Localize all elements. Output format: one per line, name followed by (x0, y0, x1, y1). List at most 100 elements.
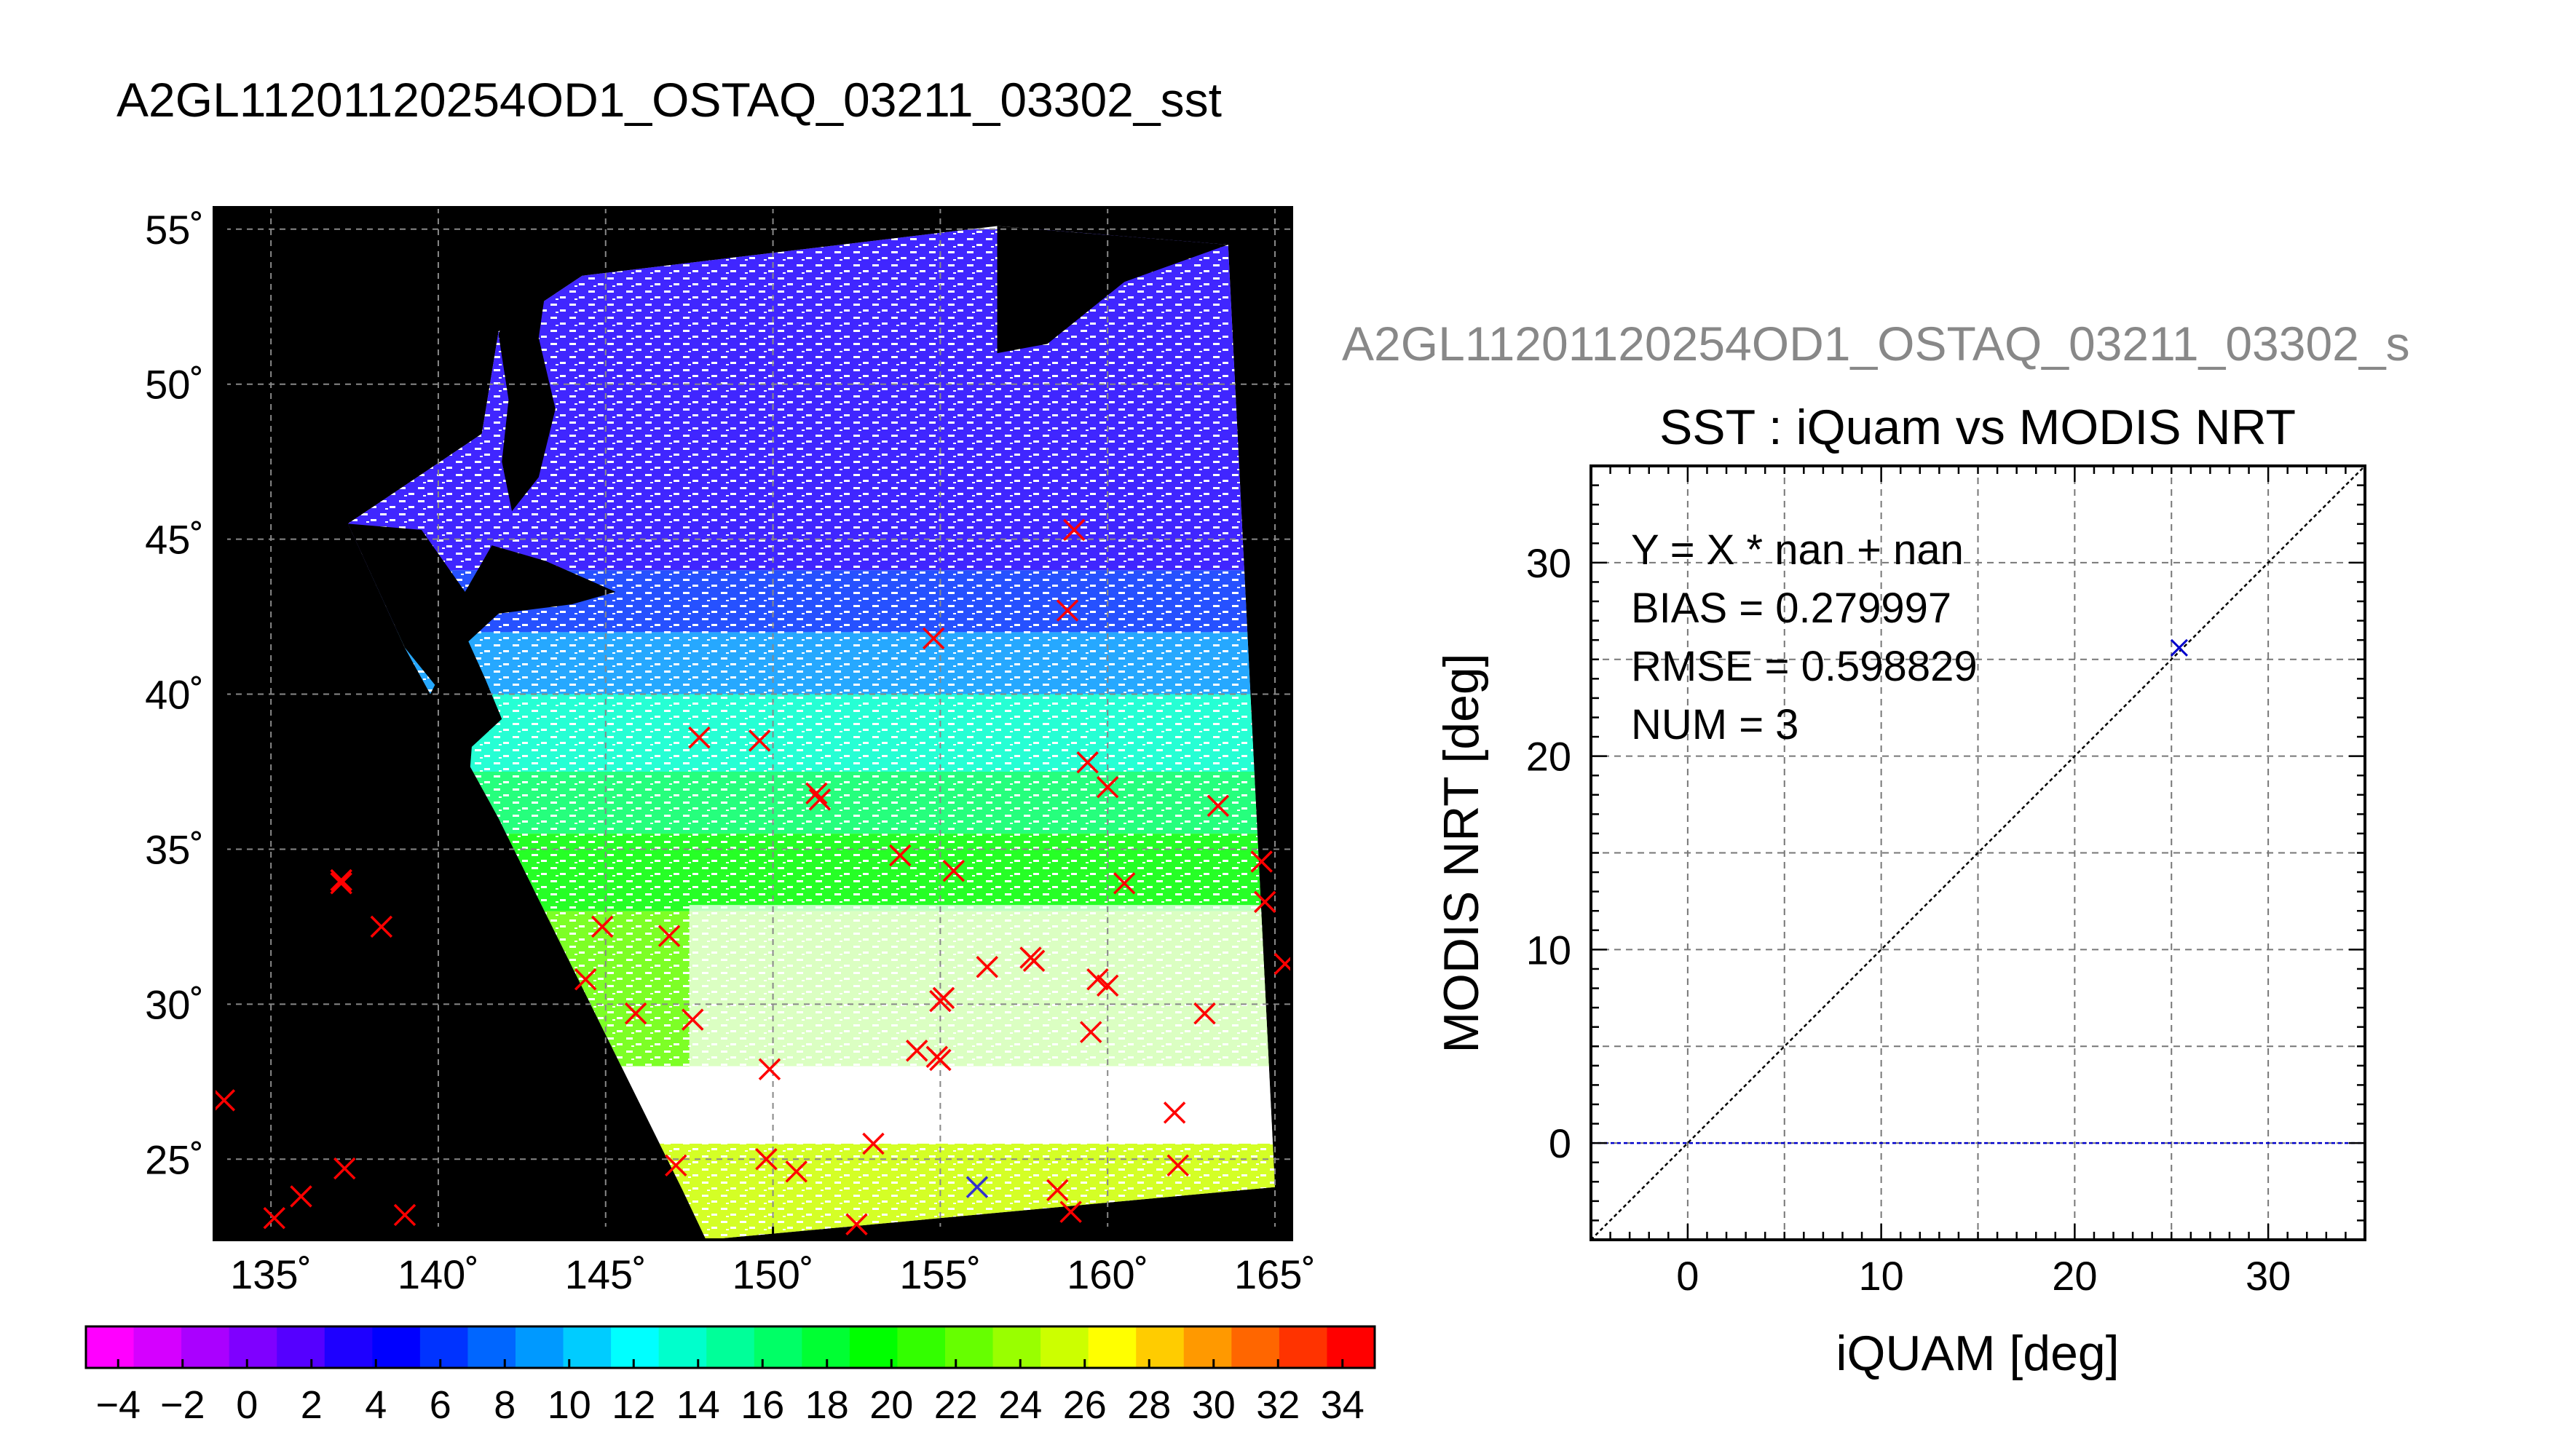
cloud-texture (347, 632, 1275, 695)
scatter-file-title: A2GL11201120254OD1_OSTAQ_03211_03302_s (1342, 317, 2410, 371)
colorbar-tick-label: 4 (365, 1383, 387, 1427)
colorbar-tick-label: 16 (741, 1383, 784, 1427)
colorbar-tick-label: 0 (236, 1383, 258, 1427)
colorbar-tick-label: 26 (1063, 1383, 1107, 1427)
colorbar-tick-label: 34 (1321, 1383, 1365, 1427)
colorbar-segment (611, 1326, 660, 1368)
scatter-annotation: NUM = 3 (1631, 701, 1798, 748)
colorbar-tick-label: 32 (1256, 1383, 1300, 1427)
iquam-point (1193, 1002, 1216, 1025)
cloud-texture (347, 694, 1275, 772)
map-lat-tick-label: 45˚ (145, 517, 204, 563)
cloud-cover (689, 905, 1275, 1141)
iquam-point (688, 726, 711, 749)
iquam-point (591, 915, 614, 938)
map-lat-tick-label: 30˚ (145, 981, 204, 1027)
iquam-point (845, 1213, 868, 1235)
map-lat-tick-label: 40˚ (145, 672, 204, 718)
colorbar-tick-label: 12 (612, 1383, 655, 1427)
iquam-point (755, 1148, 778, 1171)
iquam-point (1086, 968, 1109, 991)
iquam-point (748, 729, 771, 752)
iquam-point (393, 1203, 416, 1227)
iquam-point (1056, 599, 1079, 622)
iquam-point (1079, 1021, 1102, 1043)
land-sakhalin (498, 282, 556, 512)
scatter-x-axis-label: iQUAM [deg] (1836, 1326, 2119, 1381)
scatter-y-tick-label: 30 (1526, 540, 1571, 586)
iquam-point (290, 1185, 312, 1208)
iquam-point (1063, 518, 1086, 542)
map-grid (214, 207, 1292, 1240)
scatter-x-tick-label: 0 (1676, 1253, 1699, 1299)
colorbar-tick-label: 2 (301, 1383, 323, 1427)
iquam-point (1253, 890, 1276, 914)
map-lon-tick-label: 155˚ (899, 1251, 981, 1297)
colorbar-segment (849, 1326, 898, 1368)
iquam-point (922, 627, 945, 650)
iquam-point (1250, 850, 1273, 873)
iquam-point (808, 788, 832, 811)
colorbar-tick-label: 8 (494, 1383, 516, 1427)
colorbar-segment (1136, 1326, 1185, 1368)
iquam-point (370, 915, 393, 938)
colorbar-tick-label: 6 (430, 1383, 451, 1427)
scatter-annotation: Y = X * nan + nan (1631, 526, 1964, 574)
colorbar-tick-label: 28 (1127, 1383, 1171, 1427)
map-lat-tick-label: 55˚ (145, 207, 204, 253)
iquam-point (1273, 952, 1292, 976)
map-lon-tick-label: 165˚ (1234, 1251, 1316, 1297)
scatter-x-tick-label: 10 (1858, 1253, 1903, 1299)
iquam-point (574, 968, 597, 991)
scatter-y-tick-label: 10 (1526, 927, 1571, 973)
map-frame (213, 206, 1293, 1241)
iquam-point (624, 1002, 647, 1025)
colorbar-segment (706, 1326, 755, 1368)
colorbar-segment (324, 1326, 373, 1368)
iquam-point (263, 1206, 285, 1230)
map-lat-tick-label: 50˚ (145, 362, 204, 408)
colorbar-tick-label: 10 (548, 1383, 591, 1427)
colorbar-segment (277, 1326, 325, 1368)
colorbar-segment (372, 1326, 421, 1368)
scatter-point (2170, 638, 2188, 657)
scatter-y-axis-label: MODIS NRT [deg] (1434, 653, 1489, 1053)
iquam-point (330, 869, 352, 892)
iquam-point (1059, 1200, 1082, 1223)
iquam-point (976, 956, 998, 978)
iquam-point (665, 1154, 687, 1177)
scatter-y-tick-label: 0 (1549, 1120, 1571, 1166)
iquam-point (785, 1160, 807, 1183)
colorbar-segment (1040, 1326, 1089, 1368)
colorbar: −4 −2 0 2 4 6 8 10 12 14 16 18 20 22 24 26 28 30 32 34 (84, 1325, 1376, 1427)
iquam-point (330, 872, 352, 895)
iquam-point (805, 782, 828, 805)
colorbar-segment (945, 1326, 994, 1368)
cloud-texture (347, 772, 1275, 834)
land-japan (347, 523, 616, 843)
map-lat-tick-label: 25˚ (145, 1136, 204, 1182)
colorbar-segment (133, 1326, 182, 1368)
colorbar-tick-label: 22 (934, 1383, 978, 1427)
iquam-point (929, 1048, 952, 1072)
colorbar-segment (754, 1326, 802, 1368)
colorbar-segment (992, 1326, 1041, 1368)
identity-line (1591, 466, 2365, 1240)
colorbar-tick-label: −4 (95, 1383, 141, 1427)
colorbar-segment (1279, 1326, 1327, 1368)
scatter-annotation: RMSE = 0.598829 (1631, 643, 1978, 690)
iquam-point (1076, 751, 1099, 774)
iquam-point (214, 1089, 236, 1112)
map-lon-tick-label: 145˚ (565, 1251, 647, 1297)
colorbar-segment (563, 1326, 612, 1368)
iquam-point (1046, 1179, 1069, 1202)
scatter-title: SST : iQuam vs MODIS NRT (1659, 400, 2296, 455)
colorbar-tick-label: 24 (998, 1383, 1042, 1427)
scatter-x-tick-label: 20 (2052, 1253, 2097, 1299)
colorbar-segment (1183, 1326, 1232, 1368)
iquam-point (1022, 949, 1046, 972)
iquam-point (657, 925, 681, 947)
land-kamchatka (997, 226, 1228, 354)
map-lon-tick-label: 160˚ (1067, 1251, 1148, 1297)
